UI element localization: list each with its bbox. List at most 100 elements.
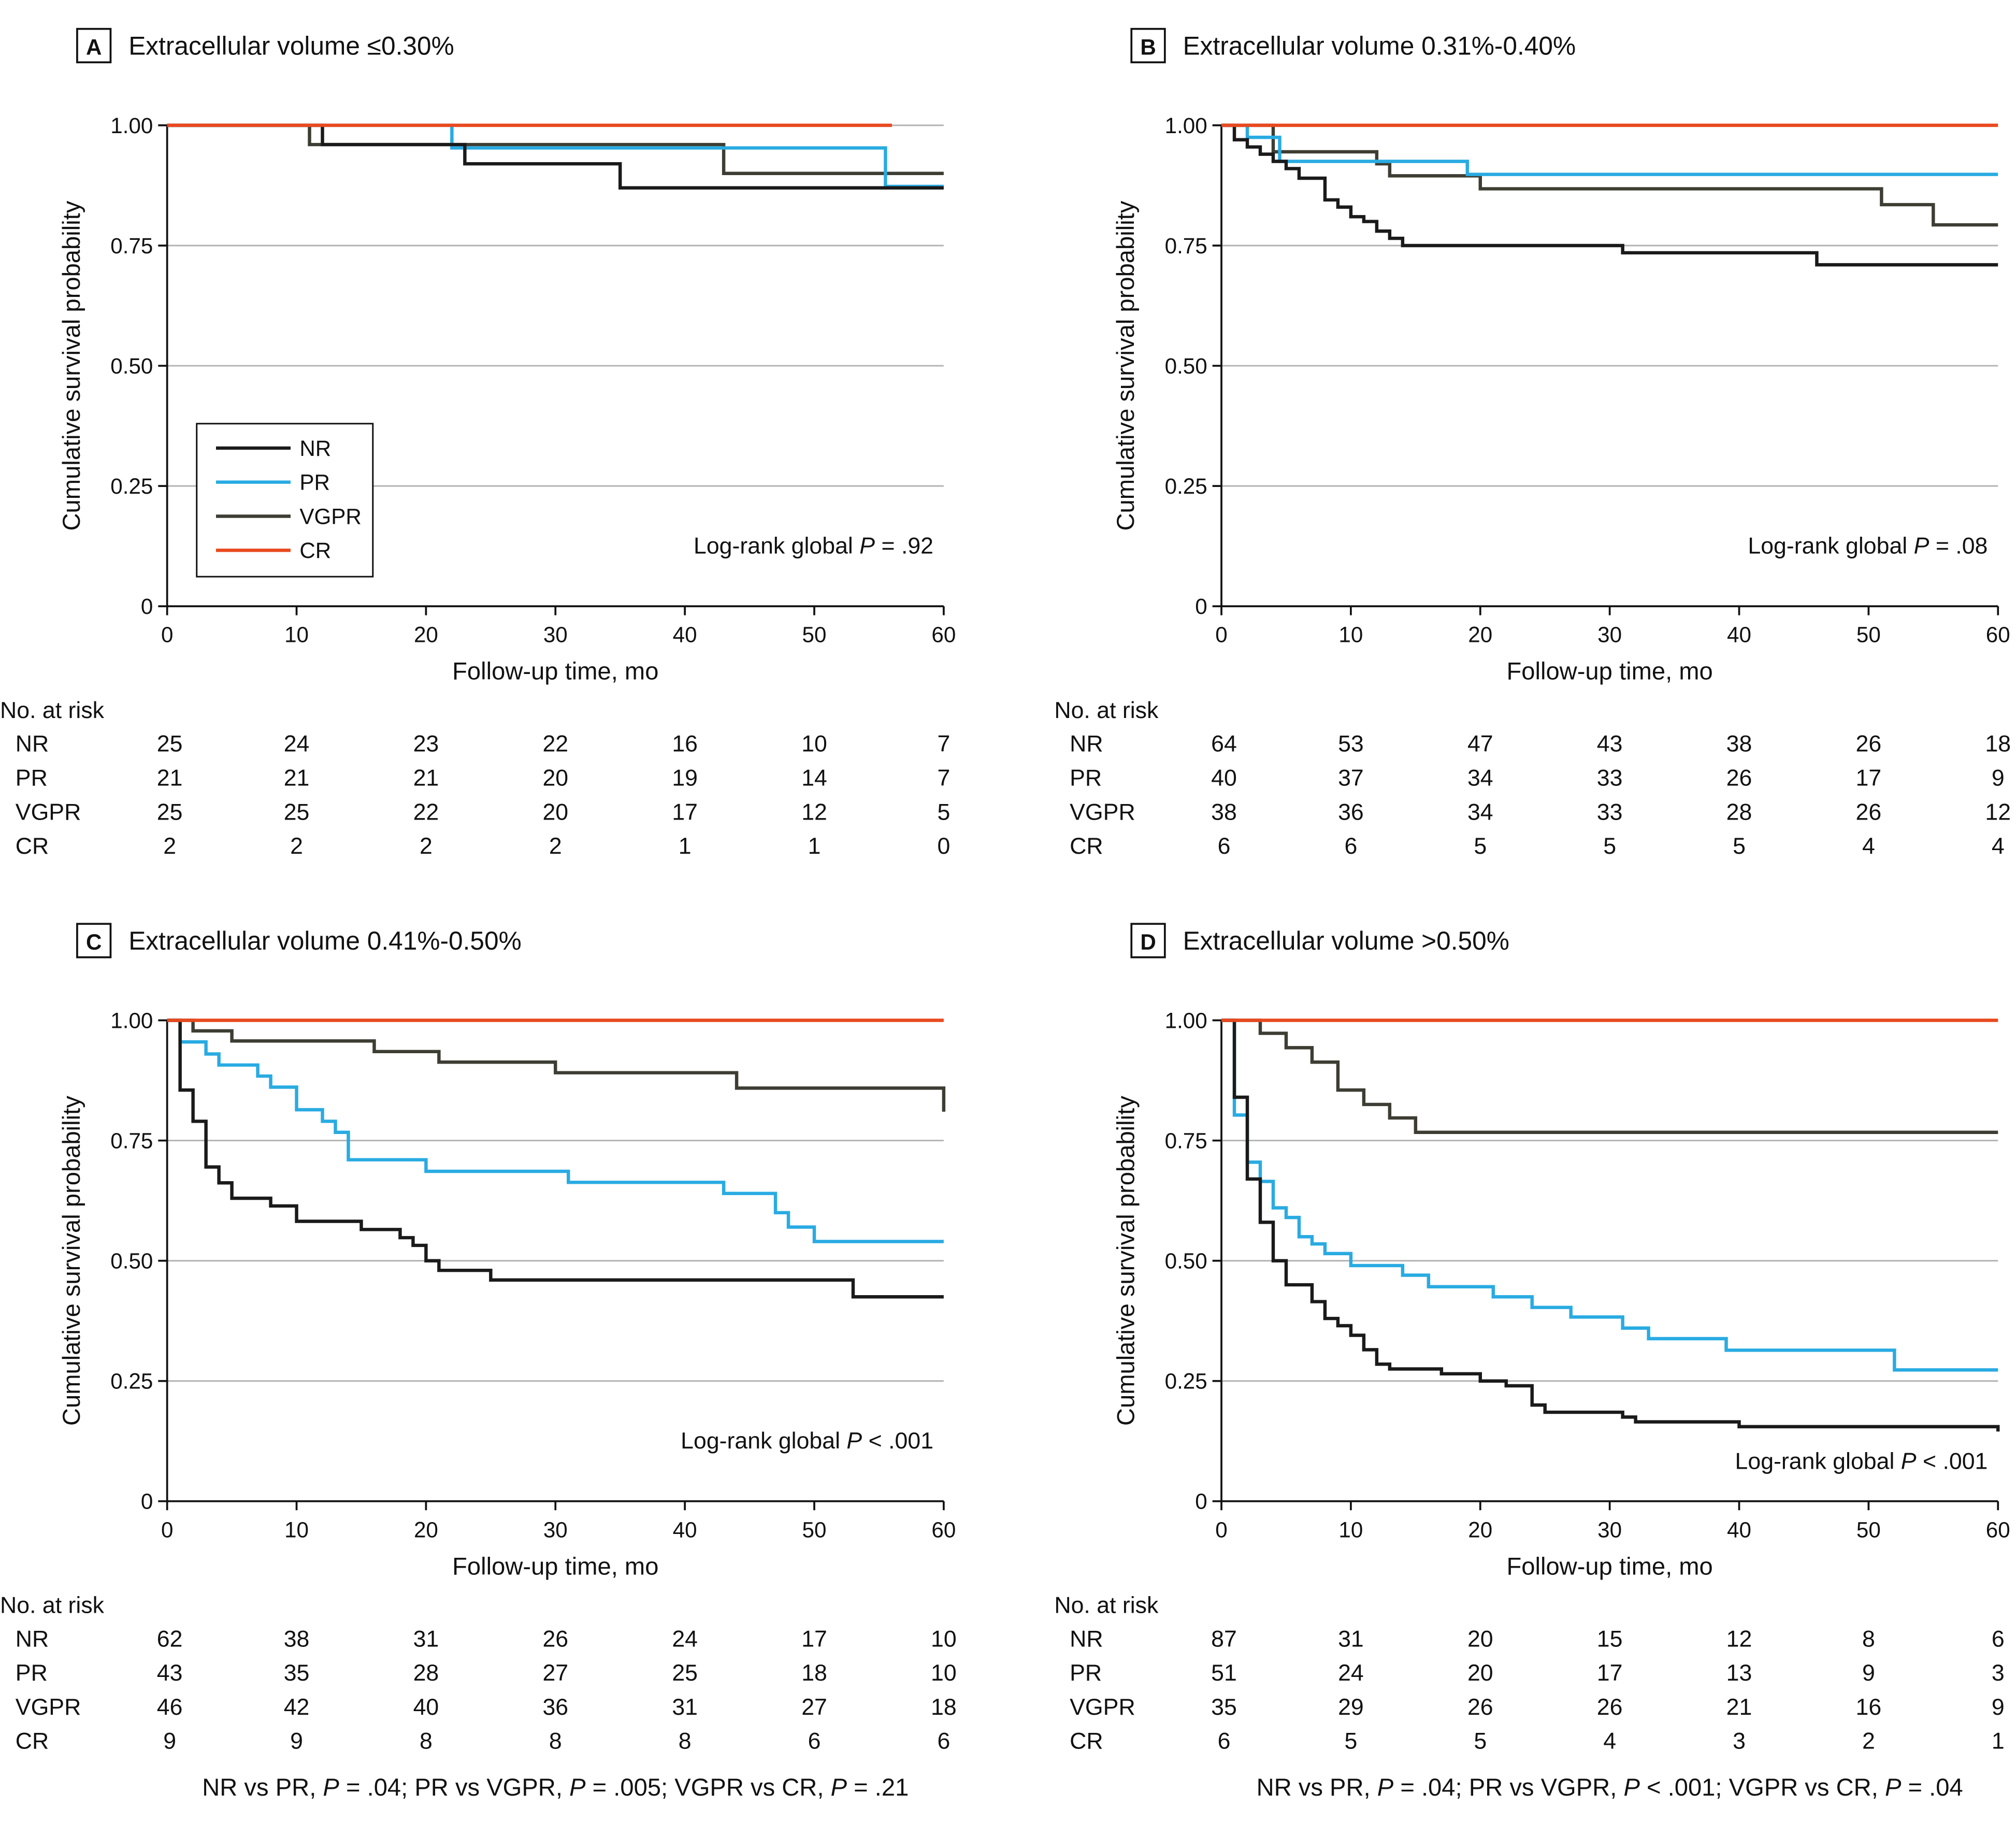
risk-count: 6 bbox=[1992, 1626, 2005, 1652]
risk-count: 21 bbox=[284, 765, 310, 791]
risk-count: 3 bbox=[1992, 1660, 2005, 1686]
risk-row-label-nr: NR bbox=[16, 1626, 49, 1652]
legend-label-cr: CR bbox=[299, 538, 331, 563]
risk-count: 8 bbox=[549, 1729, 562, 1754]
risk-count: 21 bbox=[157, 765, 183, 791]
risk-row-label-pr: PR bbox=[1070, 765, 1102, 791]
y-tick-label: 0.50 bbox=[110, 354, 153, 378]
risk-row-label-nr: NR bbox=[1070, 731, 1103, 757]
risk-count: 1 bbox=[1992, 1729, 2005, 1754]
log-rank-pvalue: Log-rank global P < .001 bbox=[1735, 1449, 1988, 1474]
x-tick-label: 40 bbox=[673, 623, 697, 647]
risk-count: 6 bbox=[1218, 1729, 1231, 1754]
x-tick-label: 50 bbox=[802, 623, 827, 647]
risk-count: 20 bbox=[1467, 1660, 1493, 1686]
y-axis-title: Cumulative survival probability bbox=[57, 1096, 85, 1426]
risk-count: 26 bbox=[1597, 1695, 1623, 1720]
risk-count: 22 bbox=[542, 731, 568, 757]
y-tick-label: 1.00 bbox=[1165, 1008, 1207, 1032]
risk-count: 17 bbox=[672, 799, 698, 825]
y-tick-label: 0.50 bbox=[110, 1249, 153, 1273]
risk-count: 35 bbox=[1211, 1695, 1237, 1720]
panel-title: Extracellular volume 0.41%-0.50% bbox=[128, 926, 522, 955]
risk-count: 4 bbox=[1603, 1729, 1616, 1754]
risk-count: 26 bbox=[1726, 765, 1752, 791]
risk-count: 43 bbox=[1597, 731, 1623, 757]
risk-count: 51 bbox=[1211, 1660, 1237, 1686]
risk-count: 87 bbox=[1211, 1626, 1237, 1652]
risk-count: 12 bbox=[1985, 799, 2011, 825]
x-tick-label: 30 bbox=[543, 623, 568, 647]
risk-count: 9 bbox=[1862, 1660, 1875, 1686]
risk-count: 24 bbox=[672, 1626, 698, 1652]
panel-label: A bbox=[86, 35, 102, 59]
risk-row-label-vgpr: VGPR bbox=[16, 1695, 81, 1720]
km-curve-nr bbox=[1221, 123, 1998, 267]
panel-title: Extracellular volume >0.50% bbox=[1183, 926, 1509, 955]
risk-count: 5 bbox=[937, 799, 950, 825]
x-tick-label: 50 bbox=[802, 1517, 827, 1542]
y-axis-title: Cumulative survival probability bbox=[57, 200, 85, 530]
y-axis-title: Cumulative survival probability bbox=[1112, 200, 1139, 530]
risk-count: 25 bbox=[284, 799, 310, 825]
risk-count: 22 bbox=[413, 799, 439, 825]
risk-count: 33 bbox=[1597, 799, 1623, 825]
risk-count: 19 bbox=[672, 765, 698, 791]
risk-count: 17 bbox=[801, 1626, 827, 1652]
risk-count: 2 bbox=[290, 834, 303, 859]
risk-count: 7 bbox=[937, 731, 950, 757]
x-tick-label: 30 bbox=[1597, 1517, 1622, 1542]
risk-count: 23 bbox=[413, 731, 439, 757]
y-axis-title: Cumulative survival probability bbox=[1112, 1096, 1139, 1426]
risk-count: 28 bbox=[413, 1660, 439, 1686]
risk-count: 9 bbox=[1992, 1695, 2005, 1720]
risk-count: 33 bbox=[1597, 765, 1623, 791]
risk-count: 37 bbox=[1338, 765, 1364, 791]
risk-count: 31 bbox=[1338, 1626, 1364, 1652]
y-tick-label: 0.50 bbox=[1165, 354, 1207, 378]
legend-label-nr: NR bbox=[299, 436, 331, 461]
risk-count: 36 bbox=[542, 1695, 568, 1720]
risk-row-label-pr: PR bbox=[16, 765, 48, 791]
km-curve-pr bbox=[167, 1018, 944, 1243]
panel-title: Extracellular volume 0.31%-0.40% bbox=[1183, 31, 1576, 60]
risk-row-label-pr: PR bbox=[16, 1660, 48, 1686]
risk-table-title: No. at risk bbox=[1054, 1593, 1159, 1618]
risk-count: 5 bbox=[1603, 834, 1616, 859]
risk-count: 38 bbox=[1726, 731, 1752, 757]
x-tick-label: 60 bbox=[1986, 1517, 2010, 1542]
risk-count: 0 bbox=[937, 834, 950, 859]
x-axis-title: Follow-up time, mo bbox=[1506, 657, 1712, 685]
risk-count: 21 bbox=[413, 765, 439, 791]
km-curve-vgpr bbox=[1221, 123, 1998, 227]
risk-count: 27 bbox=[542, 1660, 568, 1686]
risk-count: 25 bbox=[672, 1660, 698, 1686]
risk-count: 29 bbox=[1338, 1695, 1364, 1720]
risk-count: 3 bbox=[1733, 1729, 1746, 1754]
risk-count: 26 bbox=[1856, 799, 1882, 825]
risk-count: 26 bbox=[1467, 1695, 1493, 1720]
risk-count: 36 bbox=[1338, 799, 1364, 825]
y-tick-label: 0.25 bbox=[1165, 474, 1207, 498]
log-rank-pvalue: Log-rank global P = .92 bbox=[694, 533, 933, 558]
x-tick-label: 10 bbox=[1338, 1517, 1363, 1542]
risk-count: 9 bbox=[290, 1729, 303, 1754]
x-tick-label: 0 bbox=[161, 1517, 173, 1542]
risk-count: 20 bbox=[542, 765, 568, 791]
risk-count: 15 bbox=[1597, 1626, 1623, 1652]
panel-title: Extracellular volume ≤0.30% bbox=[128, 31, 454, 60]
risk-count: 2 bbox=[549, 834, 562, 859]
risk-count: 35 bbox=[284, 1660, 310, 1686]
risk-count: 16 bbox=[1856, 1695, 1882, 1720]
y-tick-label: 0.50 bbox=[1165, 1249, 1207, 1273]
x-tick-label: 60 bbox=[1986, 623, 2010, 647]
risk-count: 38 bbox=[1211, 799, 1237, 825]
risk-count: 53 bbox=[1338, 731, 1364, 757]
risk-row-label-pr: PR bbox=[1070, 1660, 1102, 1686]
x-tick-label: 0 bbox=[161, 623, 173, 647]
y-tick-label: 0 bbox=[141, 1489, 153, 1514]
risk-count: 20 bbox=[1467, 1626, 1493, 1652]
risk-count: 10 bbox=[801, 731, 827, 757]
x-tick-label: 10 bbox=[284, 623, 309, 647]
